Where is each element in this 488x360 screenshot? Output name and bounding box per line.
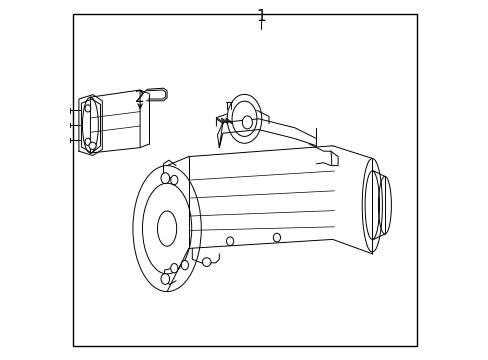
Ellipse shape: [89, 142, 96, 149]
Text: 2: 2: [135, 90, 144, 105]
Text: 1: 1: [256, 9, 265, 24]
Ellipse shape: [242, 116, 252, 129]
Ellipse shape: [226, 237, 233, 246]
Ellipse shape: [170, 264, 178, 273]
Ellipse shape: [85, 105, 91, 112]
Ellipse shape: [202, 258, 211, 266]
Ellipse shape: [161, 173, 169, 184]
Ellipse shape: [161, 274, 169, 284]
Ellipse shape: [273, 233, 280, 242]
Ellipse shape: [181, 261, 188, 270]
Ellipse shape: [85, 138, 91, 145]
Ellipse shape: [170, 175, 178, 185]
